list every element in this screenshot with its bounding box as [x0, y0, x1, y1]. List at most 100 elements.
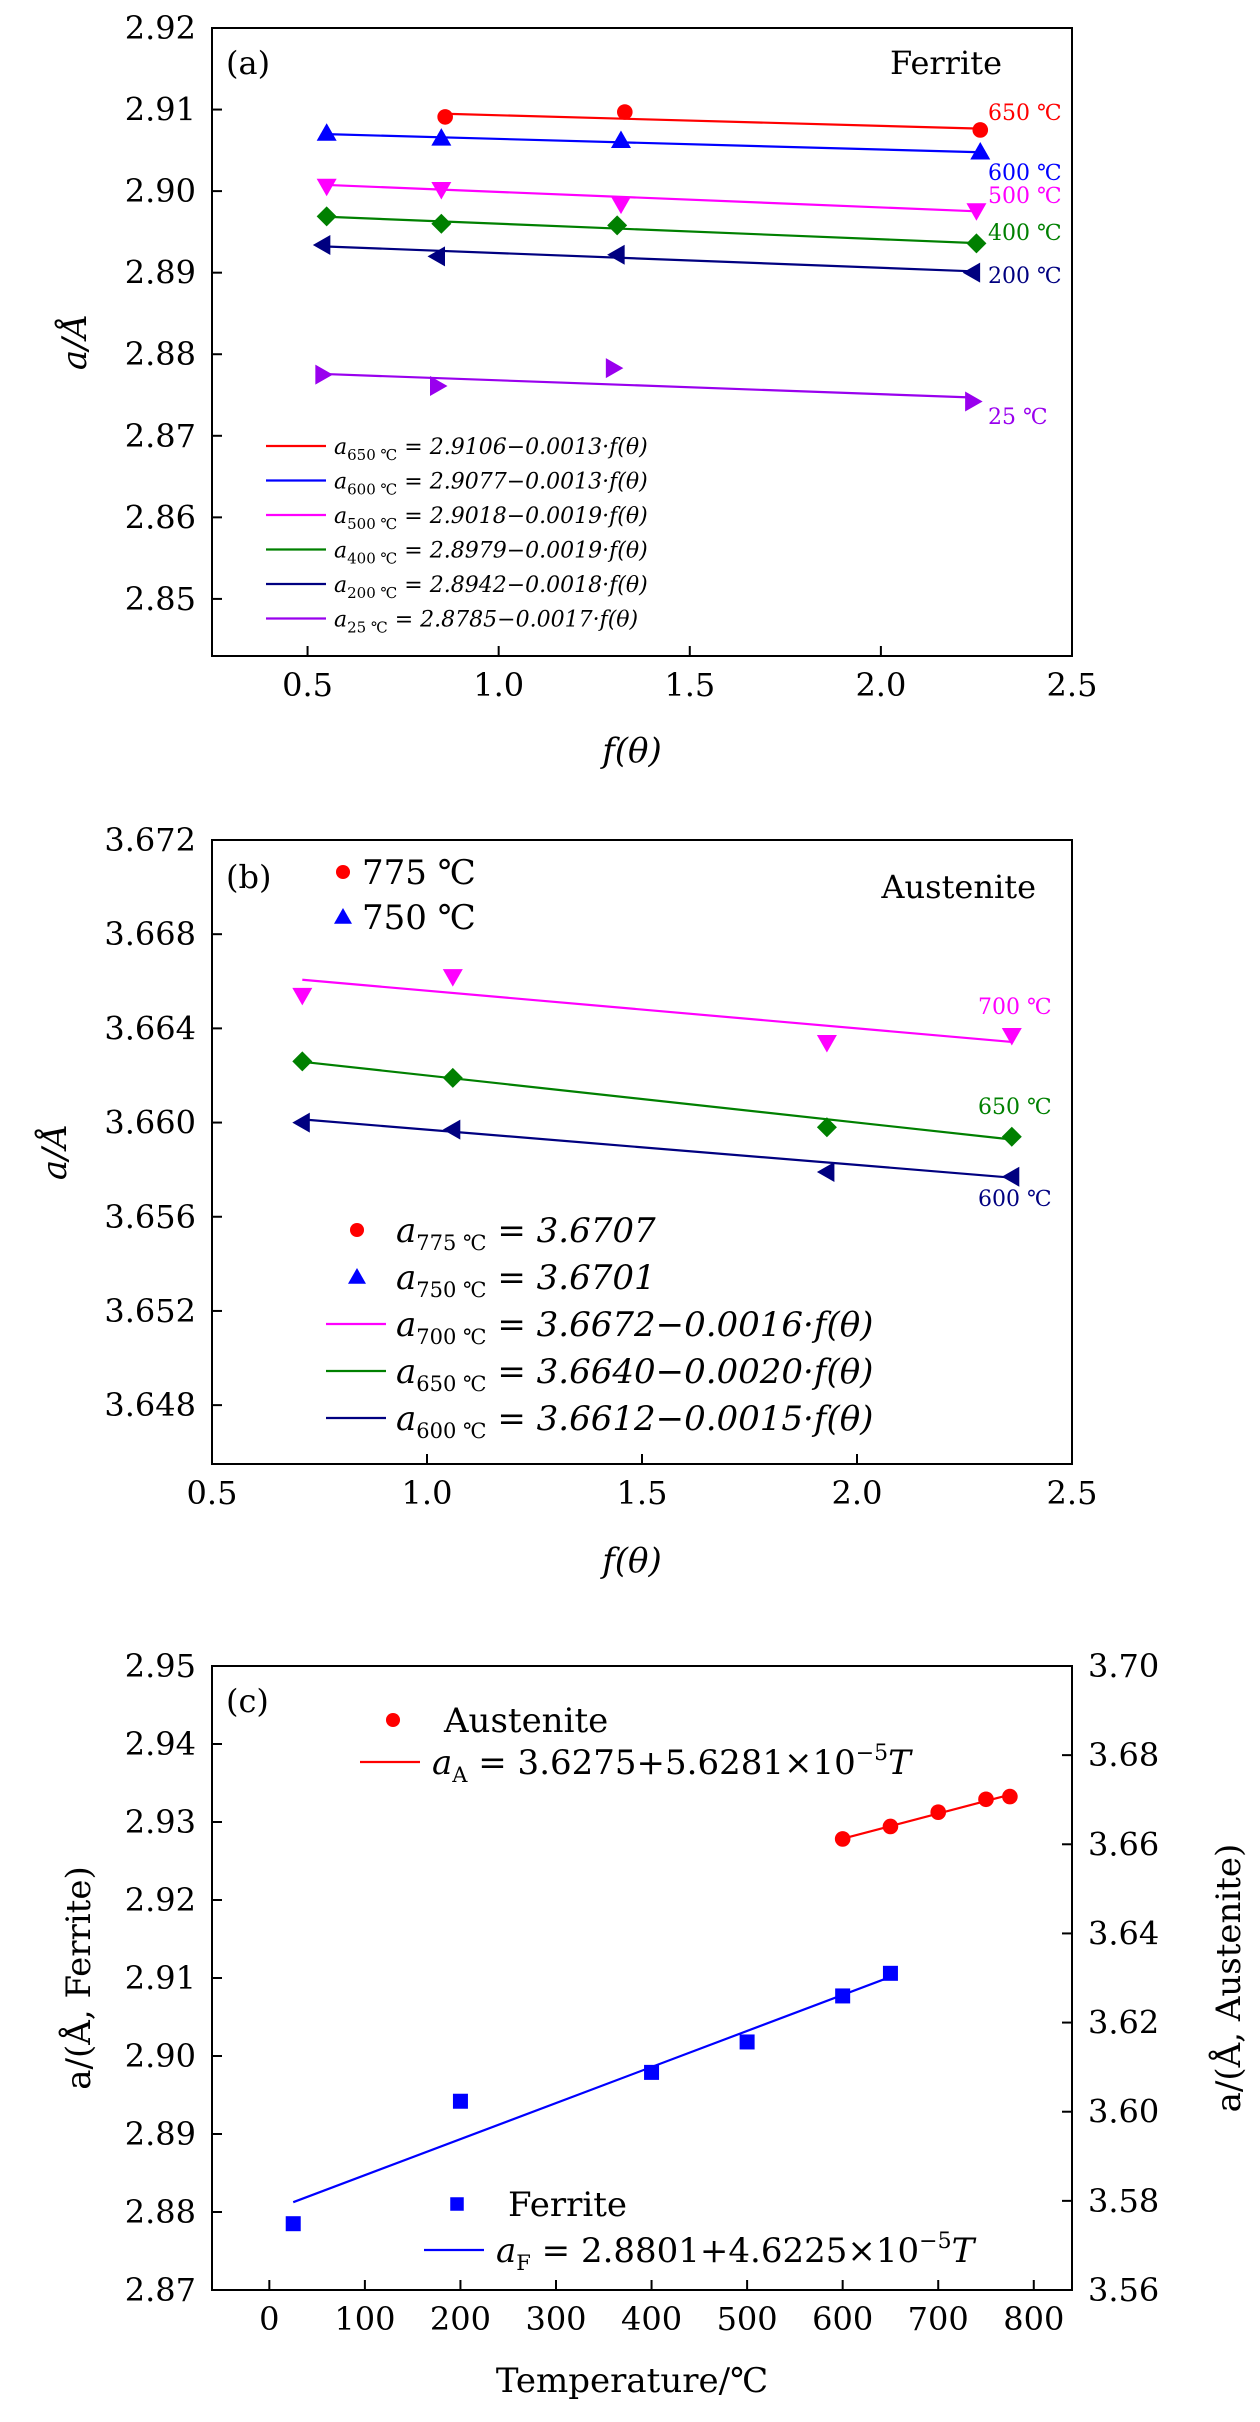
- data-point: [816, 1162, 835, 1183]
- data-point: [316, 178, 337, 197]
- legend-equation: a775 ℃ = 3.6707: [396, 1211, 656, 1255]
- data-point: [1002, 1788, 1018, 1805]
- data-point: [978, 1791, 994, 1808]
- fit-line: [322, 245, 973, 273]
- y-tick-label-right-c: 3.58: [1088, 2182, 1159, 2220]
- legend-label: Ferrite: [508, 2185, 627, 2225]
- data-point: [285, 2216, 301, 2232]
- data-point: [605, 358, 624, 379]
- chart-c: 0 100 200 300 400 500 600 700 800 2.87 2.88 2.89 2.9…: [58, 1647, 1249, 2401]
- legend-equation: a500 ℃ = 2.9018−0.0019·f(θ): [334, 504, 648, 533]
- y-tick-label-right-c: 3.68: [1088, 1736, 1159, 1774]
- x-tick-label-a: 0.5: [282, 666, 333, 704]
- y-tick-label-left-c: 2.87: [125, 2271, 196, 2309]
- annotation-austenite: Austenite: [880, 868, 1036, 906]
- fit-line: [302, 1118, 1012, 1179]
- series-label: 700 ℃: [978, 995, 1052, 1020]
- y-tick-label-b: 3.660: [104, 1104, 196, 1142]
- data-point: [430, 376, 448, 397]
- fit-line: [326, 183, 977, 213]
- x-tick-label-c: 0: [259, 2300, 279, 2338]
- series-a-200: 200 ℃: [312, 234, 1062, 289]
- y-tick-label-left-c: 2.91: [125, 1959, 196, 1997]
- data-point: [442, 969, 463, 987]
- y-tick-label-a: 2.85: [125, 580, 196, 618]
- y-tick-label-a: 2.90: [125, 172, 196, 210]
- legend-equation: aF = 2.8801+4.6225×10−5T: [496, 2229, 977, 2275]
- data-point: [427, 246, 446, 267]
- x-tick-label-c: 100: [334, 2300, 395, 2338]
- fit-line: [302, 978, 1012, 1044]
- data-point: [442, 1119, 461, 1140]
- data-point: [972, 122, 989, 138]
- data-point: [607, 244, 625, 265]
- legend-marker: [335, 864, 351, 880]
- fit-line: [326, 133, 981, 154]
- y-tick-label-left-c: 2.90: [125, 2037, 196, 2075]
- x-tick-label-c: 800: [1003, 2300, 1064, 2338]
- y-tick-label-right-c: 3.64: [1088, 1914, 1159, 1952]
- series-a-25: 25 ℃: [315, 358, 1048, 430]
- data-point: [834, 1831, 851, 1847]
- x-tick-label-c: 300: [525, 2300, 586, 2338]
- legend-equation: a400 ℃ = 2.8979−0.0019·f(θ): [334, 539, 648, 568]
- series-label: 600 ℃: [978, 1187, 1052, 1212]
- x-tick-label-a: 1.5: [664, 666, 715, 704]
- data-point: [292, 1112, 310, 1133]
- data-point: [644, 2064, 660, 2080]
- y-tick-label-b: 3.656: [104, 1198, 196, 1236]
- data-point: [835, 1988, 851, 2004]
- x-axis-label-a: f(θ): [599, 731, 662, 771]
- data-point: [316, 206, 337, 227]
- fit-line: [302, 1060, 1012, 1141]
- y-tick-label-left-c: 2.92: [125, 1881, 196, 1919]
- legend-equation: a700 ℃ = 3.6672−0.0016·f(θ): [396, 1305, 873, 1349]
- y-tick-label-right-c: 3.66: [1088, 1825, 1159, 1863]
- fit-line: [326, 215, 977, 245]
- data-point: [1001, 1126, 1022, 1147]
- data-point: [816, 1035, 837, 1053]
- x-tick-label-b: 1.0: [402, 1474, 453, 1512]
- data-point: [882, 1818, 899, 1835]
- x-tick-label-a: 1.0: [473, 666, 524, 704]
- y-tick-label-left-c: 2.88: [125, 2193, 196, 2231]
- chart-b: 0.5 1.0 1.5 2.0 2.5 3.648 3.652 3.656 3.660 3.664…: [34, 821, 1097, 1581]
- legend-equation: a200 ℃ = 2.8942−0.0018·f(θ): [334, 573, 648, 602]
- data-point: [966, 233, 987, 254]
- series-label: 400 ℃: [988, 221, 1062, 246]
- y-tick-label-a: 2.89: [125, 254, 196, 292]
- legend-label: Austenite: [443, 1701, 608, 1741]
- data-point: [431, 213, 452, 234]
- fit-line: [322, 372, 973, 399]
- y-tick-label-b: 3.664: [104, 1009, 196, 1047]
- legend-label: 775 ℃: [362, 853, 476, 893]
- legend-label: 750 ℃: [362, 898, 476, 938]
- data-point: [431, 181, 452, 200]
- data-point: [431, 128, 452, 146]
- series-label: 650 ℃: [978, 1095, 1052, 1120]
- x-axis-label-c: Temperature/℃: [496, 2361, 768, 2401]
- data-point: [882, 1965, 898, 1981]
- legend-equation: a650 ℃ = 3.6640−0.0020·f(θ): [396, 1352, 873, 1396]
- series-c-austenite: [834, 1788, 1018, 1847]
- series-a-500: 500 ℃: [316, 178, 1062, 221]
- series-label: 500 ℃: [988, 184, 1062, 209]
- data-point: [316, 123, 337, 141]
- fit-line: [292, 1975, 891, 2204]
- y-tick-label-right-c: 3.70: [1088, 1647, 1159, 1685]
- y-tick-label-right-c: 3.62: [1088, 2004, 1159, 2042]
- y-tick-label-right-c: 3.60: [1088, 2093, 1159, 2131]
- series-a-650: 650 ℃: [437, 101, 1062, 138]
- data-point: [617, 104, 633, 120]
- x-tick-label-b: 0.5: [187, 1474, 238, 1512]
- series-label: 650 ℃: [988, 101, 1062, 126]
- x-tick-label-c: 200: [430, 2300, 491, 2338]
- legend-marker: [349, 1222, 365, 1238]
- data-point: [452, 2093, 468, 2109]
- legend-equation: aA = 3.6275+5.6281×10−5T: [432, 1741, 913, 1787]
- data-point: [1001, 1166, 1020, 1187]
- x-tick-label-c: 400: [621, 2300, 682, 2338]
- series-b-650: 650 ℃: [292, 1051, 1052, 1147]
